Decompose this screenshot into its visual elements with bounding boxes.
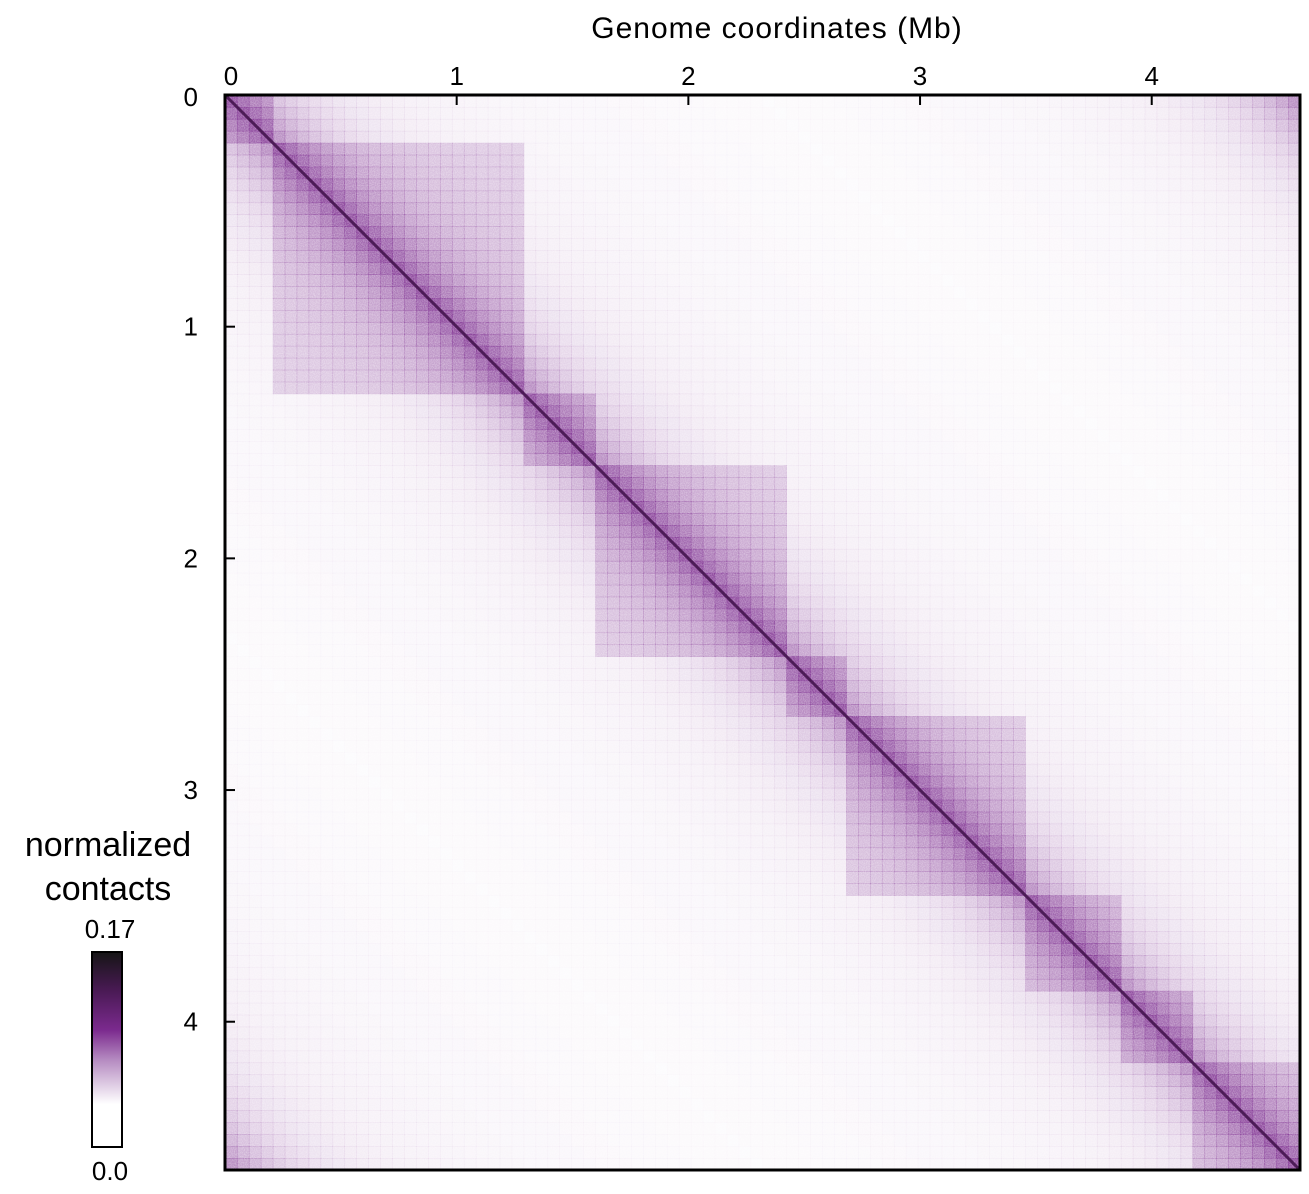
x-axis-title: Genome coordinates (Mb) (591, 12, 963, 45)
contact-heatmap (223, 93, 1302, 1172)
